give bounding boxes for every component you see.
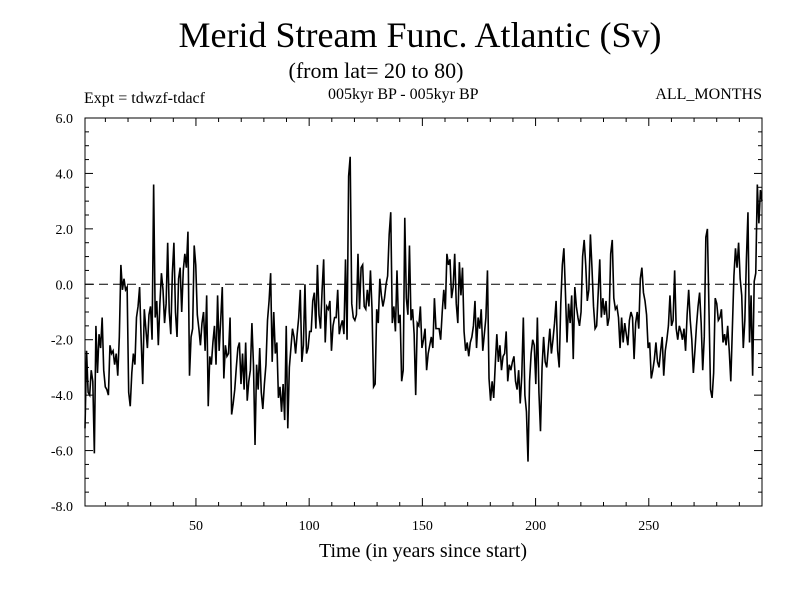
x-tick-label: 250 [638, 519, 659, 534]
chart-subtitle: (from lat= 20 to 80) [288, 58, 464, 83]
y-tick-label: -6.0 [51, 445, 73, 460]
y-tick-label: 2.0 [56, 223, 74, 238]
x-tick-label: 50 [189, 519, 203, 534]
y-tick-label: -2.0 [51, 334, 73, 349]
x-tick-label: 150 [412, 519, 433, 534]
x-tick-label: 100 [299, 519, 320, 534]
y-tick-label: 0.0 [56, 278, 74, 293]
chart-title: Merid Stream Func. Atlantic (Sv) [178, 15, 662, 55]
x-tick-label: 200 [525, 519, 546, 534]
y-tick-label: 6.0 [56, 112, 74, 127]
y-tick-label: -8.0 [51, 500, 73, 515]
y-tick-label: 4.0 [56, 167, 74, 182]
months-label: ALL_MONTHS [655, 86, 762, 103]
series-line [84, 156, 763, 462]
x-axis-label: Time (in years since start) [318, 540, 528, 562]
experiment-label: Expt = tdwzf-tdacf [84, 90, 205, 107]
plot-frame [84, 117, 763, 507]
y-tick-label: -4.0 [51, 389, 73, 404]
period-label: 005kyr BP - 005kyr BP [328, 86, 479, 103]
